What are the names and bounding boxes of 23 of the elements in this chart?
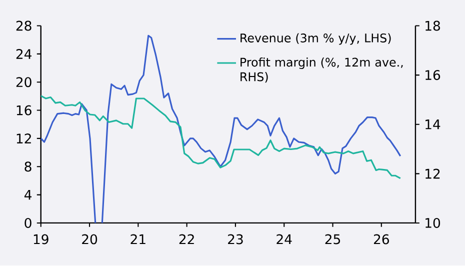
- y-tick-label: 12: [16, 134, 31, 144]
- y-tick-label: 28: [16, 20, 32, 31]
- y-tick-label: 24: [16, 49, 32, 60]
- x-tick-label: 23: [228, 234, 243, 244]
- y-tick-label: 4: [24, 190, 32, 200]
- x-tick-label: 20: [82, 234, 98, 244]
- x-tick-label: 25: [325, 234, 340, 244]
- y2-tick-label: 14: [426, 120, 440, 130]
- legend-label: Profit margin (%, 12m ave., RHS): [240, 58, 403, 83]
- y-tick-label: 0: [24, 218, 32, 228]
- x-tick-label: 19: [34, 234, 48, 244]
- x-tick-label: 21: [130, 234, 146, 244]
- y2-tick-label: 16: [426, 70, 440, 80]
- legend-label: Revenue (3m % y/y, LHS): [240, 33, 391, 45]
- y2-tick-label: 12: [426, 168, 440, 179]
- y2-tick-label: 18: [426, 20, 440, 31]
- y-tick-label: 8: [24, 162, 32, 172]
- y-tick-label: 16: [16, 105, 32, 116]
- x-tick-label: 22: [179, 234, 194, 244]
- y-tick-label: 20: [16, 77, 32, 88]
- x-tick-label: 26: [374, 234, 389, 244]
- y2-tick-label: 10: [426, 218, 440, 228]
- x-tick-label: 24: [276, 234, 292, 244]
